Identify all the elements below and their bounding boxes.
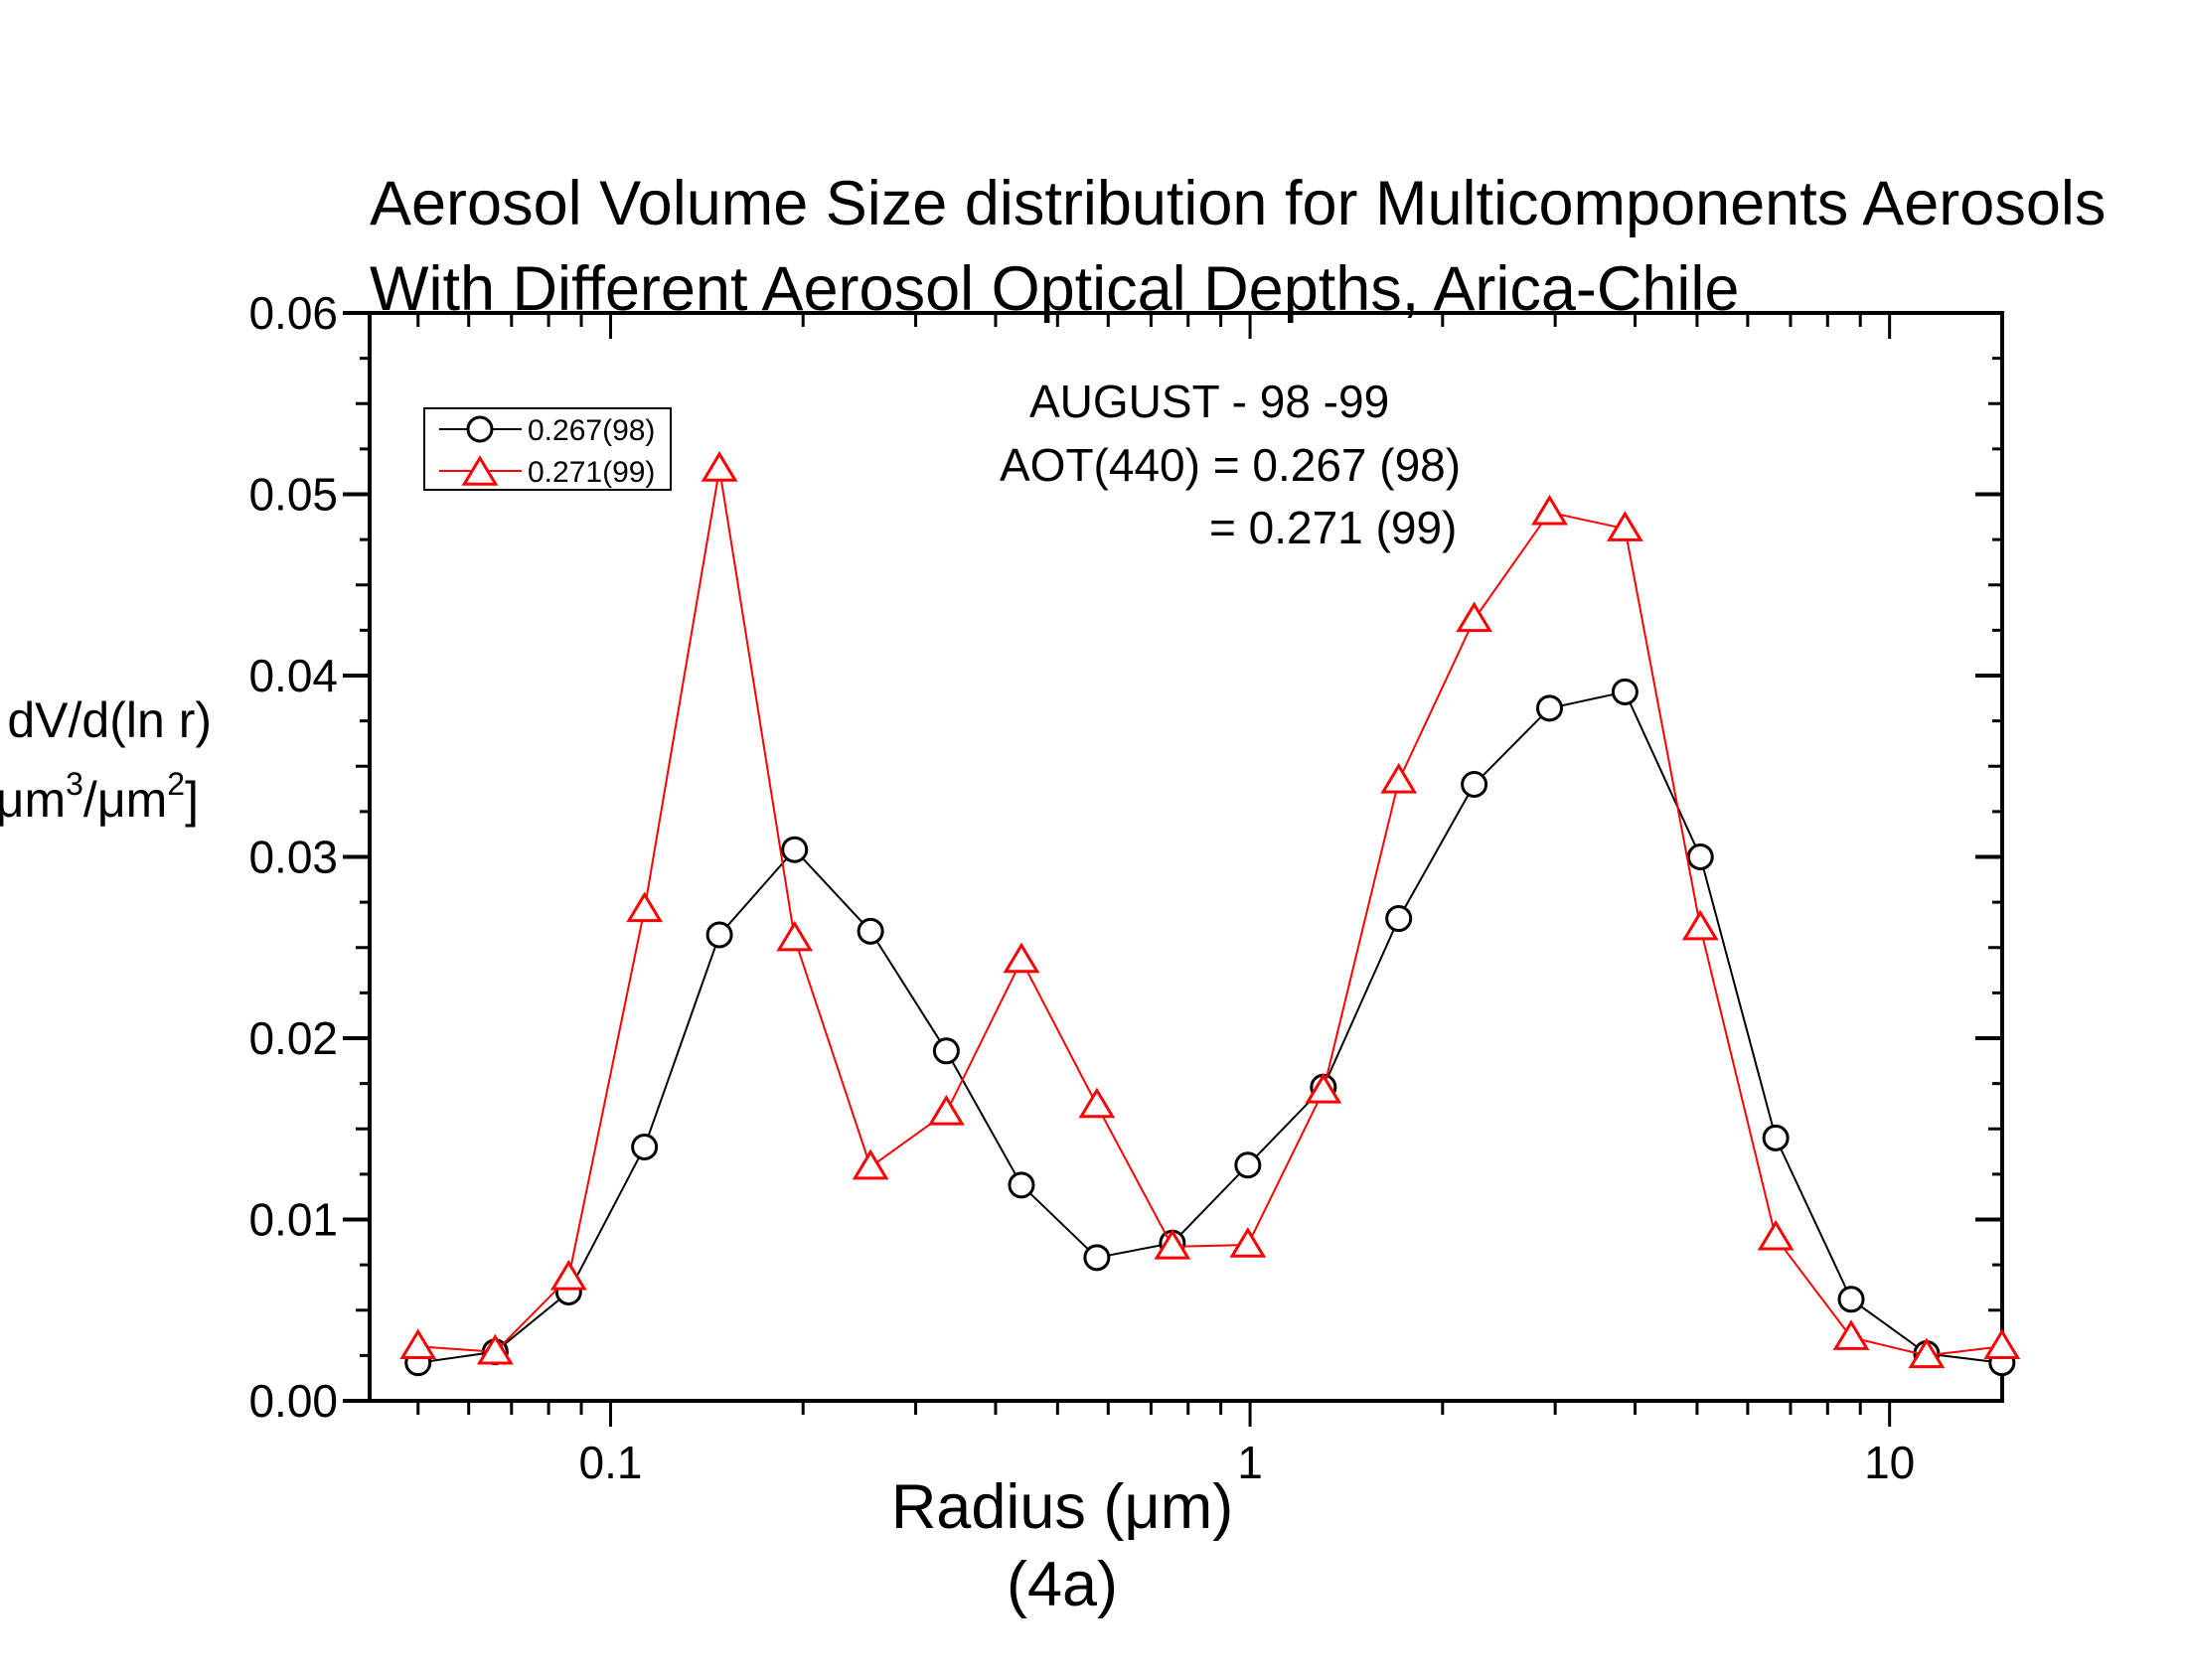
annotation-aot-99: = 0.271 (99) xyxy=(1209,502,1457,553)
data-point xyxy=(781,836,809,863)
data-point xyxy=(1983,1328,2021,1359)
y-axis-label: dV/d(ln r) xyxy=(7,692,212,748)
x-axis-ticks: 0.1 1 10 xyxy=(416,313,1915,1488)
legend: 0.267(98) 0.271(99) xyxy=(423,407,672,491)
data-point xyxy=(1611,678,1639,705)
data-point xyxy=(1686,843,1714,870)
data-point xyxy=(1908,1337,1946,1369)
annotation-month: AUGUST - 98 -99 xyxy=(1029,376,1389,427)
x-axis-label: Radius (μm) xyxy=(891,1472,1233,1542)
y-tick-label: 0.06 xyxy=(248,287,338,339)
data-point xyxy=(1229,1227,1267,1258)
legend-marker xyxy=(466,415,494,443)
legend-label: 0.271(99) xyxy=(528,456,655,489)
series-1 xyxy=(404,678,2016,1377)
y-tick-label: 0.05 xyxy=(248,469,338,521)
y-tick-label: 0.03 xyxy=(248,832,338,883)
data-point xyxy=(476,1333,514,1365)
series-line xyxy=(417,468,2002,1357)
series-layer xyxy=(399,451,2021,1377)
x-tick-label: 1 xyxy=(1237,1437,1263,1488)
y-axis-ticks: 0.00 0.01 0.02 0.03 0.04 0.05 0.06 xyxy=(248,287,2002,1427)
y-tick-label: 0.00 xyxy=(248,1375,338,1427)
data-point xyxy=(1535,694,1563,722)
series-line xyxy=(417,690,2002,1364)
data-point xyxy=(1681,909,1719,941)
data-point xyxy=(1078,1087,1116,1119)
data-point xyxy=(399,1328,437,1359)
data-point xyxy=(927,1094,965,1126)
data-point xyxy=(1008,1171,1035,1199)
data-point xyxy=(1606,511,1643,541)
annotation-aot-98: AOT(440) = 0.267 (98) xyxy=(1000,439,1461,491)
data-point xyxy=(1757,1219,1795,1251)
data-point xyxy=(705,921,733,949)
legend-box xyxy=(423,407,672,491)
data-point xyxy=(1456,601,1493,633)
data-point xyxy=(776,920,814,952)
data-point xyxy=(1083,1244,1111,1272)
legend-marker xyxy=(461,455,499,486)
legend-label: 0.267(98) xyxy=(528,414,655,447)
y-tick-label: 0.01 xyxy=(248,1194,338,1246)
chart-title: Aerosol Volume Size distribution for Mul… xyxy=(370,169,2106,238)
data-point xyxy=(1154,1228,1191,1260)
figure-caption: (4a) xyxy=(1007,1550,1118,1619)
data-point xyxy=(1234,1151,1262,1179)
data-point xyxy=(631,1134,659,1160)
data-point xyxy=(701,451,738,482)
data-point xyxy=(1385,905,1413,933)
data-point xyxy=(1531,494,1568,526)
data-point xyxy=(1380,762,1418,794)
data-point xyxy=(1003,942,1040,974)
data-point xyxy=(1762,1124,1790,1151)
data-point xyxy=(1832,1319,1870,1350)
x-tick-label: 10 xyxy=(1864,1437,1915,1488)
data-point xyxy=(857,917,884,945)
data-point xyxy=(932,1037,960,1065)
y-tick-label: 0.04 xyxy=(248,650,338,701)
data-point xyxy=(1461,771,1488,798)
x-tick-label: 0.1 xyxy=(578,1437,642,1488)
data-point xyxy=(626,891,664,923)
data-point xyxy=(1837,1286,1865,1313)
data-point xyxy=(549,1259,587,1291)
data-point xyxy=(852,1148,889,1180)
y-axis-unit: [μm3/μm2] xyxy=(0,766,199,828)
data-point xyxy=(1305,1073,1342,1104)
series-2 xyxy=(399,451,2021,1369)
y-tick-label: 0.02 xyxy=(248,1012,338,1064)
